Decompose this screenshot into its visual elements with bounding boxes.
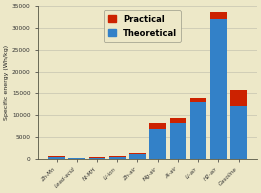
Bar <box>129 154 146 159</box>
Bar <box>230 106 247 159</box>
Bar <box>149 124 166 129</box>
Bar <box>230 90 247 106</box>
Bar <box>170 124 186 159</box>
Bar <box>68 157 85 158</box>
Legend: Practical, Theoretical: Practical, Theoretical <box>104 10 181 42</box>
Bar <box>68 158 85 159</box>
Bar <box>48 157 65 159</box>
Bar <box>170 118 186 124</box>
Bar <box>210 12 227 19</box>
Bar <box>210 19 227 159</box>
Bar <box>129 153 146 154</box>
Bar <box>190 98 206 102</box>
Bar <box>109 157 126 159</box>
Bar <box>149 129 166 159</box>
Bar <box>190 102 206 159</box>
Bar <box>89 158 105 159</box>
Bar <box>109 156 126 157</box>
Bar <box>48 156 65 157</box>
Bar <box>89 157 105 158</box>
Y-axis label: Specific energy (Wh/kg): Specific energy (Wh/kg) <box>4 45 9 120</box>
